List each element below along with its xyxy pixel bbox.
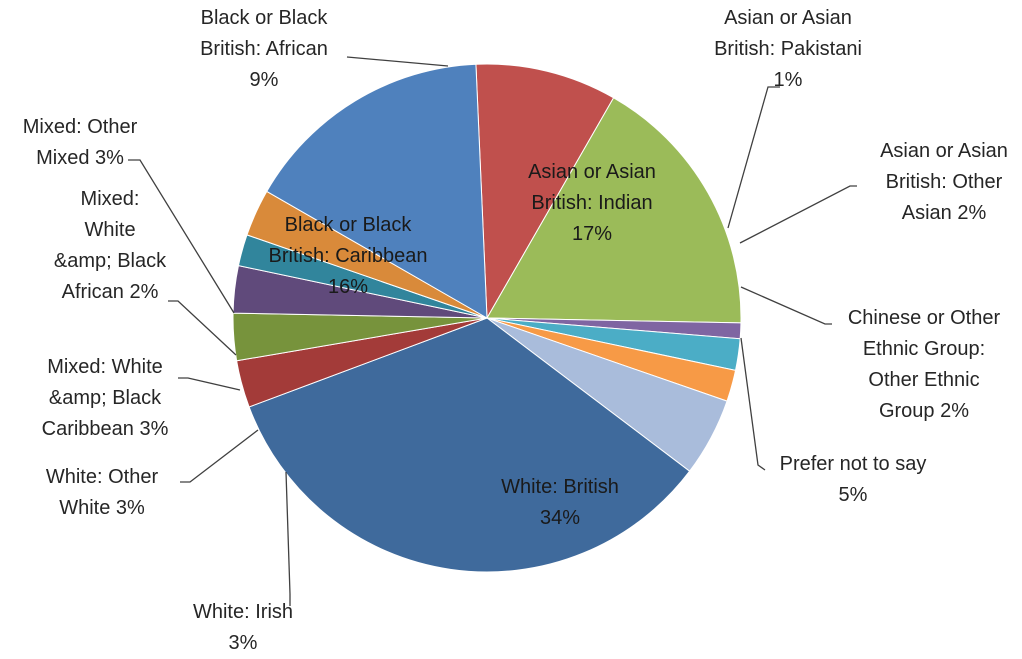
slice-label-line: Mixed 3% — [36, 147, 124, 169]
slice-label: Chinese or Other Ethnic Group: Other Ethni… — [848, 307, 1001, 422]
pie-slice — [475, 63, 615, 320]
leader-line — [346, 56, 449, 67]
slice-label: Mixed: Other Mixed 3% — [23, 116, 138, 169]
leader-line — [128, 159, 235, 314]
slice-label-line: British: African — [200, 38, 328, 60]
slice-label-line: 3% — [229, 632, 258, 654]
pie-slice — [266, 63, 488, 319]
slice-label-line: 16% — [328, 276, 368, 298]
slice-label-line: White: British — [501, 476, 619, 498]
slice-label-line: 17% — [572, 223, 612, 245]
pie-slices — [232, 63, 742, 573]
slice-label-line: 9% — [250, 69, 279, 91]
slice-label-line: Caribbean 3% — [42, 418, 169, 440]
leader-line — [739, 185, 857, 244]
slice-label: Asian or Asian British: Pakistani 1% — [714, 7, 862, 91]
slice-label-line: 1% — [774, 69, 803, 91]
slice-label-line: British: Caribbean — [269, 245, 428, 267]
leader-line — [727, 86, 780, 229]
slice-label-line: Asian or Asian — [528, 161, 656, 183]
slice-label: Asian or Asian British: Other Asian 2% — [880, 140, 1008, 224]
slice-label-line: Mixed: Other — [23, 116, 138, 138]
slice-label-line: 34% — [540, 507, 580, 529]
slice-label-line: British: Indian — [531, 192, 652, 214]
slice-label-line: Chinese or Other — [848, 307, 1001, 329]
slice-label: Asian or Asian British: Indian 17% — [528, 161, 656, 245]
slice-label: Prefer not to say 5% — [780, 453, 927, 506]
slice-label: Mixed: White &amp; Black Caribbean 3% — [42, 356, 169, 440]
slice-label: Mixed: White &amp; Black African 2% — [54, 188, 167, 303]
slice-label-line: &amp; Black — [49, 387, 162, 409]
slice-label-line: British: Pakistani — [714, 38, 862, 60]
slice-label-line: White — [84, 219, 135, 241]
leader-line — [178, 377, 241, 391]
slice-label-line: Other Ethnic — [868, 369, 979, 391]
slice-label-line: African 2% — [62, 281, 159, 303]
slice-label-line: White: Irish — [193, 601, 293, 623]
slice-label-line: Group 2% — [879, 400, 969, 422]
pie-slice — [486, 97, 742, 324]
slice-label-line: White 3% — [59, 497, 145, 519]
leader-line — [168, 300, 237, 356]
slice-label-line: &amp; Black — [54, 250, 167, 272]
slice-label-line: 5% — [839, 484, 868, 506]
slice-label-line: Prefer not to say — [780, 453, 927, 475]
slice-label-line: Ethnic Group: — [863, 338, 985, 360]
slice-label-line: Black or Black — [285, 214, 413, 236]
leader-lines — [128, 56, 857, 606]
slice-label-line: Asian or Asian — [880, 140, 1008, 162]
slice-label-line: British: Other — [886, 171, 1003, 193]
slice-label-line: Mixed: — [81, 188, 140, 210]
leader-line — [740, 337, 766, 471]
slice-label-line: Asian or Asian — [724, 7, 852, 29]
slice-label-line: Mixed: White — [47, 356, 163, 378]
slice-label-line: Black or Black — [201, 7, 329, 29]
leader-line — [740, 286, 832, 325]
slice-labels: White: British 34% Prefer not to say 5% Chin… — [23, 7, 1008, 654]
leader-line — [180, 429, 259, 483]
slice-label: White: Other White 3% — [46, 466, 159, 519]
slice-label-line: White: Other — [46, 466, 159, 488]
slice-label: Black or Black British: African 9% — [200, 7, 328, 91]
slice-label: Black or Black British: Caribbean 16% — [269, 214, 428, 298]
slice-label: White: British 34% — [501, 476, 619, 529]
pie-slice — [248, 317, 691, 573]
slice-label: White: Irish 3% — [193, 601, 293, 654]
slice-label-line: Asian 2% — [902, 202, 987, 224]
leader-line — [285, 471, 291, 606]
